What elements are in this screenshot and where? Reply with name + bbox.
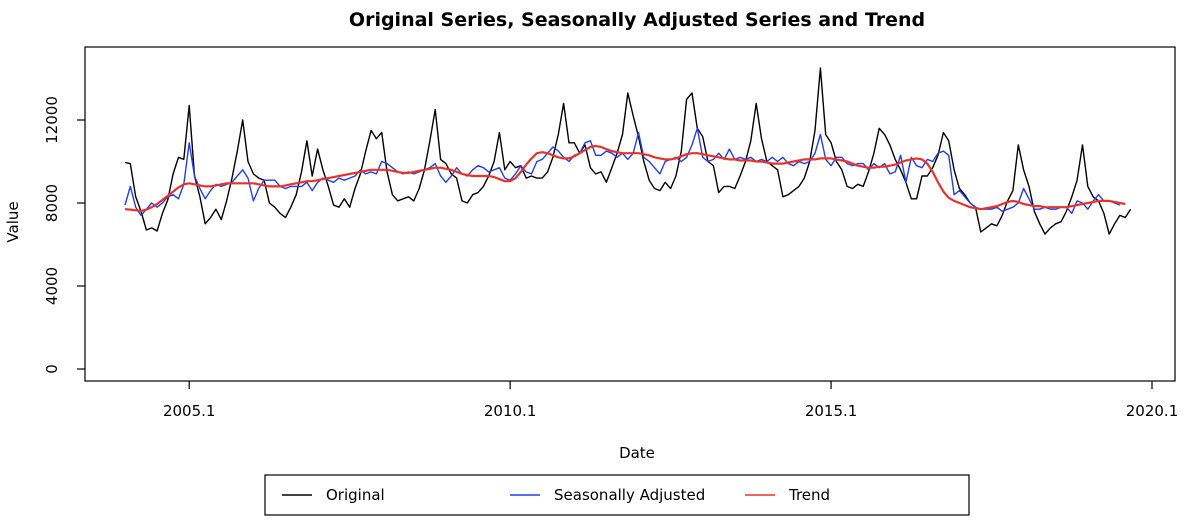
x-tick-label: 2020.1: [1126, 402, 1179, 420]
legend-label-original: Original: [326, 486, 385, 504]
x-tick-label: 2010.1: [484, 402, 537, 420]
y-axis-label: Value: [4, 201, 22, 242]
y-tick-label: 12000: [43, 96, 61, 144]
legend-box: [264, 474, 970, 516]
x-tick-label: 2005.1: [163, 402, 216, 420]
legend-label-trend: Trend: [788, 486, 830, 504]
legend: Original Seasonally Adjusted Trend: [264, 474, 970, 516]
y-tick-label: 4000: [43, 267, 61, 305]
series-line-trend: [124, 144, 1126, 212]
legend-label-seasonally-adjusted: Seasonally Adjusted: [554, 486, 705, 504]
y-axis: 0 4000 8000 12000: [43, 96, 85, 374]
y-tick-label: 8000: [43, 184, 61, 222]
x-tick-label: 2015.1: [805, 402, 858, 420]
chart-title: Original Series, Seasonally Adjusted Ser…: [349, 9, 925, 31]
series-line-original: [124, 67, 1132, 235]
legend-items: Original Seasonally Adjusted Trend: [282, 486, 830, 504]
x-axis-label: Date: [619, 444, 655, 462]
series-layer: [124, 67, 1132, 235]
series-line-seasonally-adjusted: [124, 127, 1121, 217]
x-axis: 2005.1 2010.1 2015.1 2020.1: [163, 381, 1178, 420]
plot-frame: [84, 46, 1176, 382]
y-tick-label: 0: [43, 364, 61, 374]
